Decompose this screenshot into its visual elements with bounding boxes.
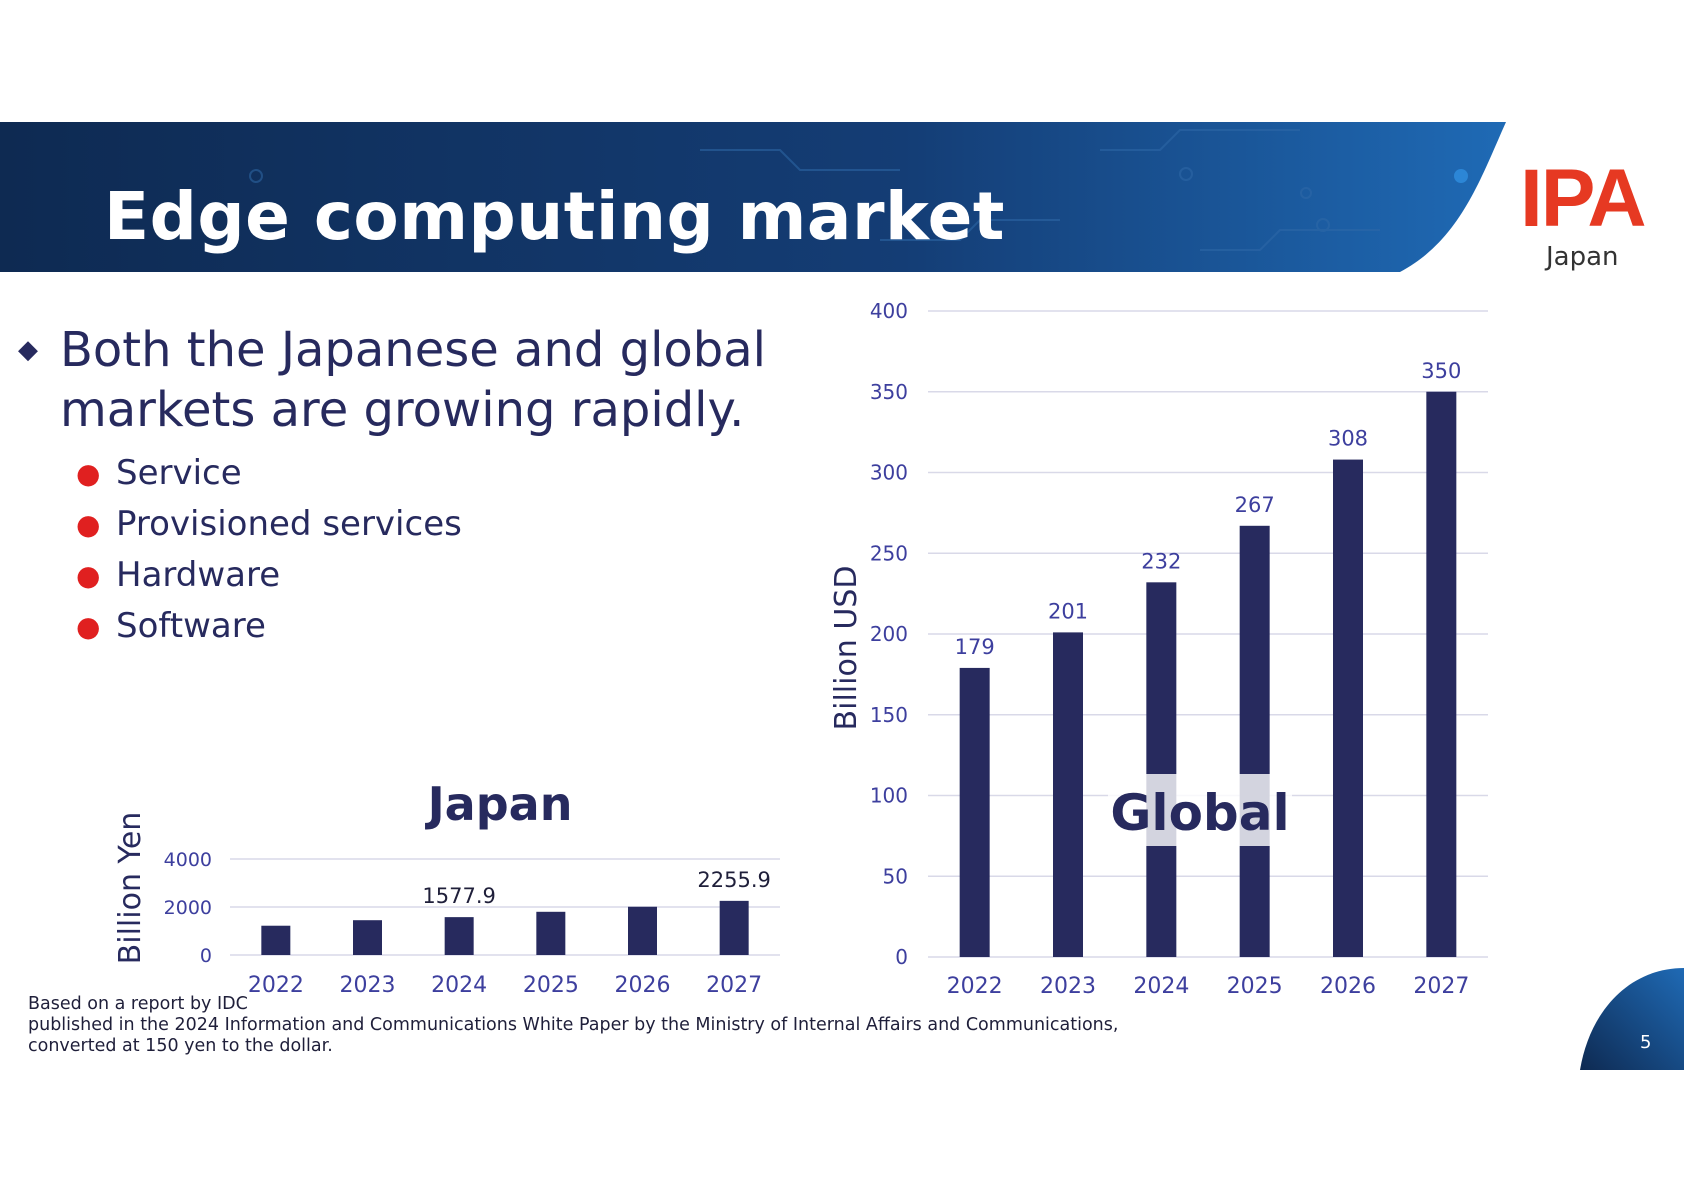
sub-bullet-list: ● Service ● Provisioned services ● Hardware… [18,448,818,652]
y-tick-label: 150 [870,703,908,727]
bar [536,911,566,955]
sub-bullet-label: Software [116,606,266,646]
y-tick-label: 4000 [164,849,212,871]
x-tick-label: 2025 [1227,974,1283,999]
y-tick-label: 2000 [164,897,212,919]
bar [1053,632,1083,957]
bar [719,900,749,955]
y-tick-label: 250 [870,541,908,565]
x-tick-label: 2024 [1133,974,1189,999]
bar [959,667,990,957]
diamond-bullet-icon: ◆ [18,335,38,365]
red-dot-icon: ● [76,559,101,592]
sub-bullet-item: ● Service [18,448,818,499]
sub-bullet-item: ● Provisioned services [18,499,818,550]
data-label: 179 [955,635,995,659]
data-label: 1577.9 [422,884,495,908]
chart-title-background [1108,774,1292,846]
bar [1146,582,1177,957]
bar [1426,391,1457,957]
bar [628,906,657,955]
sub-bullet-label: Hardware [116,555,281,595]
data-label: 308 [1328,427,1368,451]
sub-bullet-label: Provisioned services [116,504,462,544]
x-tick-label: 2022 [248,973,304,998]
x-tick-label: 2022 [947,974,1003,999]
bar [444,917,474,955]
red-dot-icon: ● [76,610,101,643]
data-label: 267 [1235,493,1275,517]
red-dot-icon: ● [76,457,101,490]
footnote-line: Based on a report by IDC [28,994,248,1014]
data-label: 201 [1048,599,1088,623]
y-tick-label: 400 [870,299,908,323]
data-label: 2255.9 [697,868,770,892]
y-tick-label: 0 [895,945,908,969]
sub-bullet-item: ● Software [18,601,818,652]
data-label: 350 [1421,359,1461,383]
sub-bullet-item: ● Hardware [18,550,818,601]
x-tick-label: 2025 [523,973,579,998]
bar [1239,525,1270,957]
y-tick-label: 300 [870,461,908,485]
page-number: 5 [1640,1032,1652,1053]
page-title: Edge computing market [104,178,1005,255]
y-axis-label: Billion USD [829,566,864,731]
y-tick-label: 350 [870,380,908,404]
header-banner [0,122,1506,272]
x-tick-label: 2026 [1320,974,1376,999]
bar [353,920,382,955]
y-tick-label: 200 [870,622,908,646]
x-tick-label: 2027 [706,973,762,998]
y-tick-label: 0 [200,945,212,967]
x-tick-label: 2023 [340,973,396,998]
y-axis-label: Billion Yen [113,812,148,965]
chart-title: Global [1110,784,1289,842]
source-footnote: Based on a report by IDC published in th… [28,994,1118,1057]
main-bullet: ◆ Both the Japanese and global markets a… [18,320,818,440]
y-tick-label: 100 [870,784,908,808]
x-tick-label: 2027 [1413,974,1469,999]
red-dot-icon: ● [76,508,101,541]
x-tick-label: 2023 [1040,974,1096,999]
x-tick-label: 2026 [615,973,671,998]
main-bullet-text: Both the Japanese and global markets are… [60,322,766,438]
bar [1333,459,1363,957]
logo-subtitle: Japan [1546,242,1619,272]
x-tick-label: 2024 [431,973,487,998]
chart-title: Japan [425,777,573,831]
corner-decoration [1580,968,1684,1070]
bullet-list: ◆ Both the Japanese and global markets a… [18,320,818,652]
ipa-logo: IPA [1520,153,1647,244]
footnote-line: published in the 2024 Information and Co… [28,1015,1119,1035]
bar [261,925,291,955]
y-tick-label: 50 [883,864,908,888]
sub-bullet-label: Service [116,453,242,493]
footnote-line: converted at 150 yen to the dollar. [28,1036,333,1056]
data-label: 232 [1141,549,1181,573]
